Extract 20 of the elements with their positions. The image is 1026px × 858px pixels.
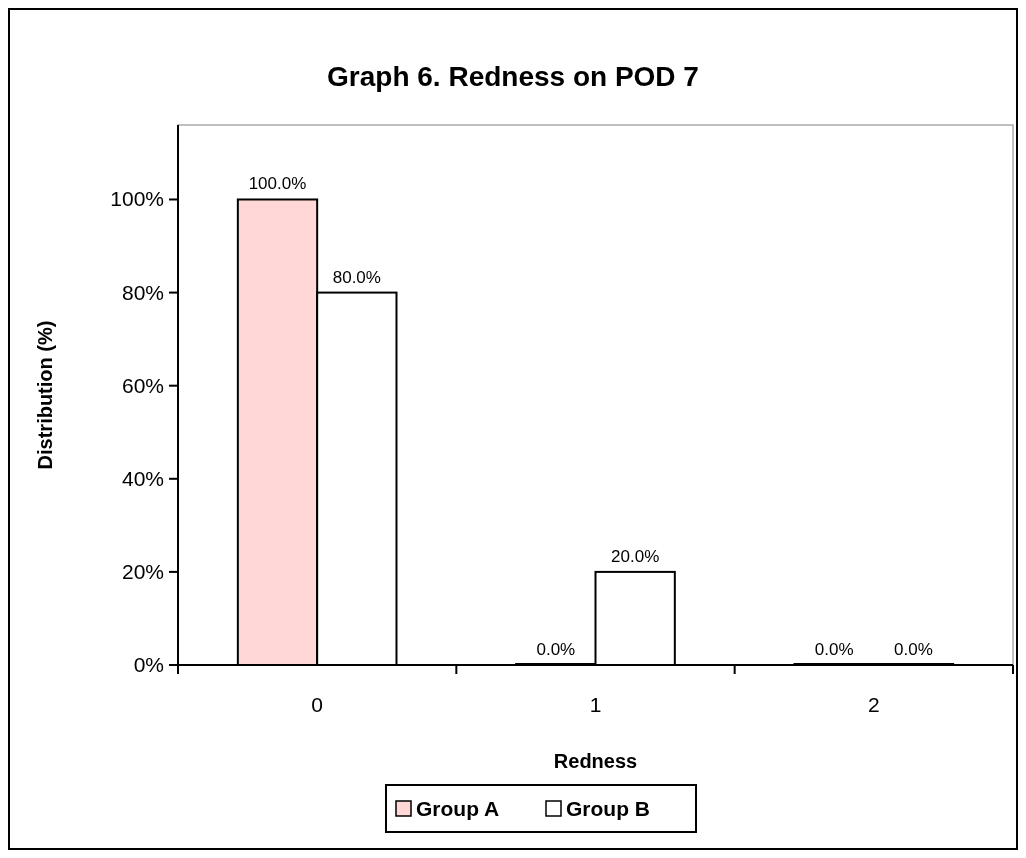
x-tick-label: 0 [311,693,324,716]
x-axis-title: Redness [553,750,638,772]
data-label: 0.0% [536,640,576,659]
data-label: 100.0% [248,174,307,194]
y-tick-label: 60% [121,373,164,397]
y-tick-label: 100% [110,187,164,211]
legend-label: Group B [566,797,650,820]
y-tick-label: 0% [133,653,164,676]
y-tick-label: 40% [121,466,164,490]
y-tick-label: 20% [121,559,164,583]
y-axis-title: Distribution (%) [34,320,56,470]
data-label: 0.0% [814,640,854,659]
x-tick-label: 1 [589,693,602,716]
data-label: 80.0% [332,267,381,287]
legend-label: Group A [416,797,500,820]
x-tick-label: 2 [867,693,880,716]
y-tick-label: 80% [121,280,164,304]
data-label: 0.0% [894,640,933,659]
data-label: 20.0% [611,546,660,566]
chart-title: Graph 6. Redness on POD 7 [327,61,699,92]
